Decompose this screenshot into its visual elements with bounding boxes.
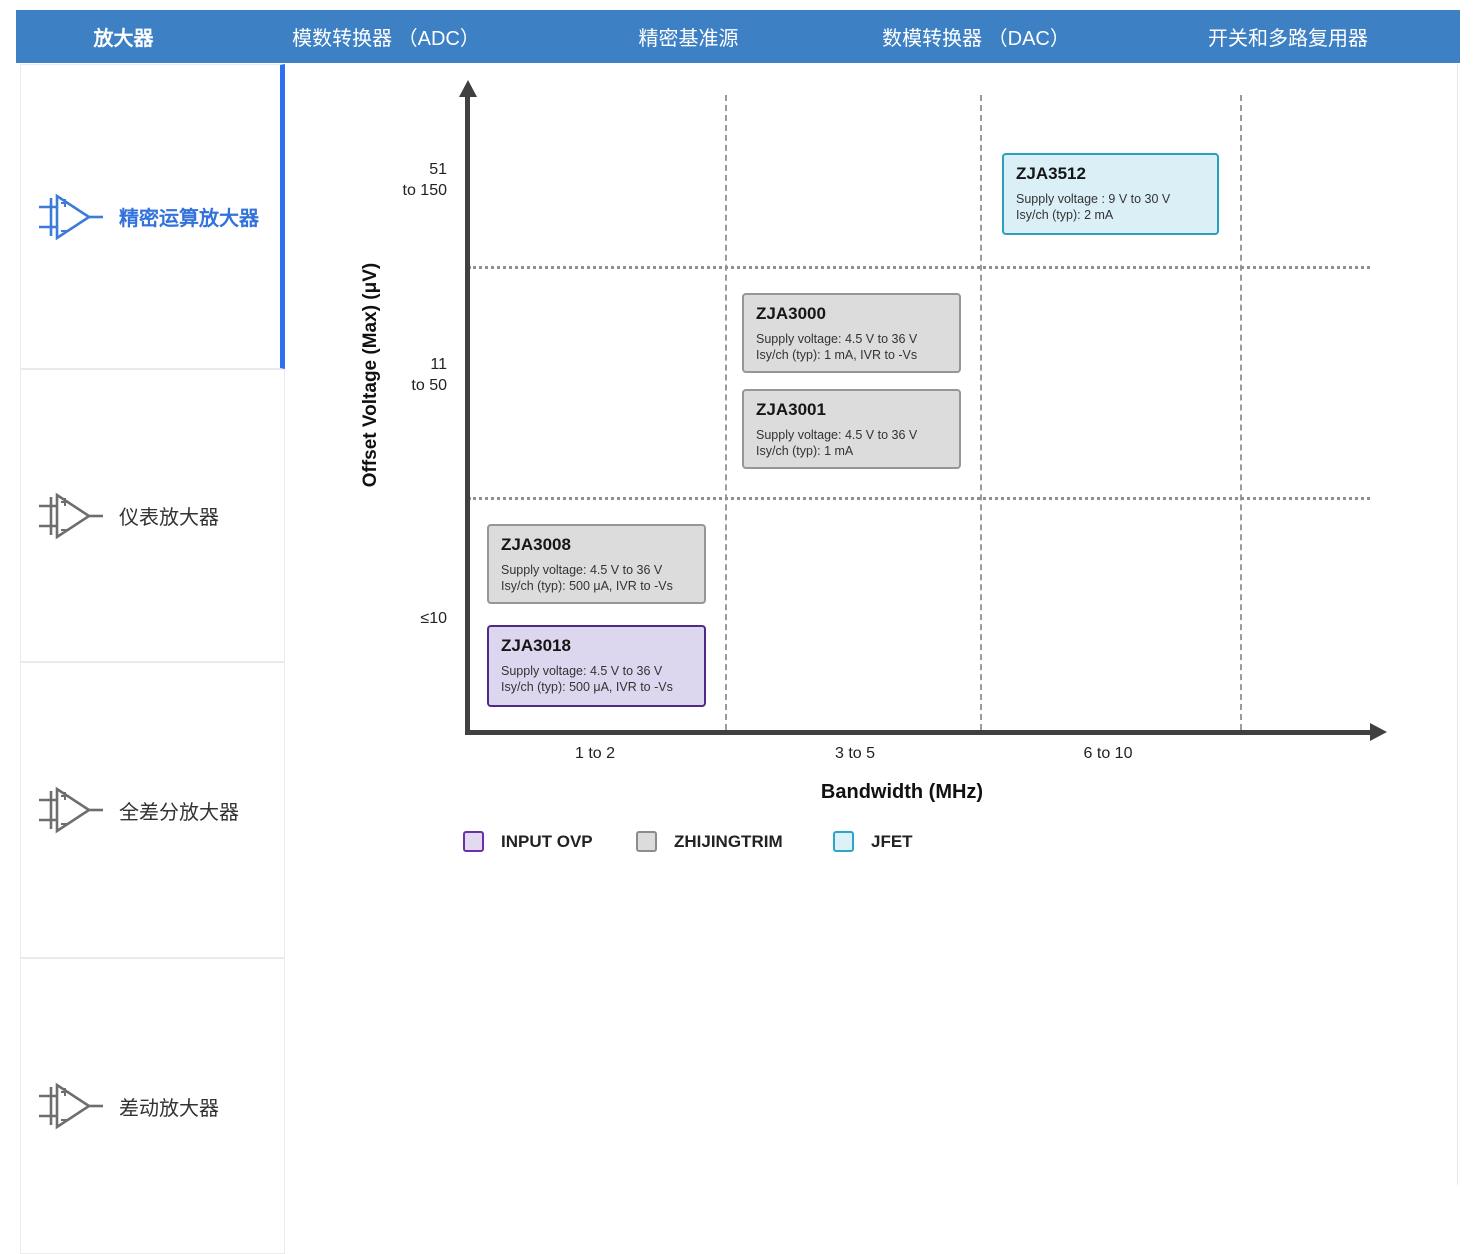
tab-adc[interactable]: 模数转换器 （ADC） (292, 28, 480, 50)
legend-item-jfet: JFET (833, 831, 913, 852)
product-spec-line: Isy/ch (typ): 2 mA (1016, 208, 1114, 222)
y-axis-line (465, 94, 470, 733)
product-name: ZJA3008 (501, 535, 571, 554)
legend-swatch-jfet (833, 831, 854, 852)
product-spec-line: Supply voltage: 4.5 V to 36 V (501, 664, 663, 678)
product-spec-line: Isy/ch (typ): 1 mA, IVR to -Vs (756, 348, 918, 362)
legend-label: INPUT OVP (501, 831, 593, 851)
tab-dac[interactable]: 数模转换器 （DAC） (882, 28, 1070, 50)
parametric-selection-chart: Offset Voltage (Max) (μV) Bandwidth (MHz… (285, 64, 1480, 1185)
op-amp-icon (39, 785, 103, 835)
product-card-zja3001[interactable]: ZJA3001 Supply voltage: 4.5 V to 36 V Is… (742, 389, 961, 469)
product-card-zja3512[interactable]: ZJA3512 Supply voltage : 9 V to 30 V Isy… (1002, 153, 1219, 235)
tab-amplifiers[interactable]: 放大器 (93, 28, 154, 50)
legend-label: JFET (871, 831, 913, 851)
product-spec-line: Isy/ch (typ): 500 μA, IVR to -Vs (501, 680, 673, 694)
x-axis-title: Bandwidth (MHz) (820, 781, 984, 803)
product-spec-line: Isy/ch (typ): 500 μA, IVR to -Vs (501, 579, 673, 593)
panel-right-edge (1457, 64, 1458, 1185)
product-spec-line: Supply voltage: 4.5 V to 36 V (501, 563, 663, 577)
x-axis-arrow (1370, 723, 1387, 741)
x-tick-1-2: 1 to 2 (574, 745, 616, 762)
product-name: ZJA3001 (756, 400, 826, 419)
product-card-zja3008[interactable]: ZJA3008 Supply voltage: 4.5 V to 36 V Is… (487, 524, 706, 604)
legend-label: ZHIJINGTRIM (674, 831, 783, 851)
tab-switches-mux[interactable]: 开关和多路复用器 (1208, 28, 1368, 50)
gridline-vertical-2 (980, 95, 982, 730)
y-axis-arrow (459, 80, 477, 97)
x-axis-line (465, 730, 1380, 735)
sidebar-item-label: 差动放大器 (119, 1097, 219, 1120)
legend-item-zhijingtrim: ZHIJINGTRIM (636, 831, 783, 852)
x-tick-3-5: 3 to 5 (834, 745, 876, 762)
product-card-zja3000[interactable]: ZJA3000 Supply voltage: 4.5 V to 36 V Is… (742, 293, 961, 373)
sidebar-item-label: 仪表放大器 (119, 507, 219, 529)
product-spec-line: Supply voltage : 9 V to 30 V (1016, 192, 1171, 206)
top-nav: 放大器 模数转换器 （ADC） 精密基准源 数模转换器 （DAC） 开关和多路复… (16, 10, 1460, 63)
sidebar-item-instrumentation-amps[interactable]: 仪表放大器 (20, 369, 285, 662)
product-spec-line: Supply voltage: 4.5 V to 36 V (756, 428, 918, 442)
op-amp-icon (39, 491, 103, 541)
sidebar-item-fully-differential-amps[interactable]: 全差分放大器 (20, 662, 285, 958)
product-name: ZJA3018 (501, 636, 571, 655)
product-card-zja3018[interactable]: ZJA3018 Supply voltage: 4.5 V to 36 V Is… (487, 625, 706, 707)
y-tick-11-50: 11 to 50 (411, 356, 447, 394)
op-amp-icon (39, 1081, 103, 1131)
sidebar-item-difference-amps[interactable]: 差动放大器 (20, 958, 285, 1254)
legend-item-input-ovp: INPUT OVP (463, 831, 593, 852)
product-spec-line: Isy/ch (typ): 1 mA (756, 444, 854, 458)
gridline-horizontal-1 (468, 266, 1370, 269)
tab-references[interactable]: 精密基准源 (638, 28, 739, 50)
y-tick-51-150: 51 to 150 (402, 161, 447, 199)
gridline-vertical-3 (1240, 95, 1242, 730)
legend-swatch-input-ovp (463, 831, 484, 852)
product-name: ZJA3512 (1016, 164, 1086, 183)
sidebar-item-precision-op-amps[interactable]: 精密运算放大器 (20, 64, 285, 369)
legend-swatch-zhijingtrim (636, 831, 657, 852)
y-tick-le-10: ≤10 (420, 610, 447, 627)
x-tick-6-10: 6 to 10 (1083, 745, 1133, 762)
product-spec-line: Supply voltage: 4.5 V to 36 V (756, 332, 918, 346)
sidebar-item-label: 精密运算放大器 (119, 208, 259, 230)
sidebar-item-label: 全差分放大器 (119, 801, 239, 824)
op-amp-icon (39, 192, 103, 242)
product-name: ZJA3000 (756, 304, 826, 323)
gridline-vertical-1 (725, 95, 727, 730)
gridline-horizontal-2 (468, 497, 1370, 500)
